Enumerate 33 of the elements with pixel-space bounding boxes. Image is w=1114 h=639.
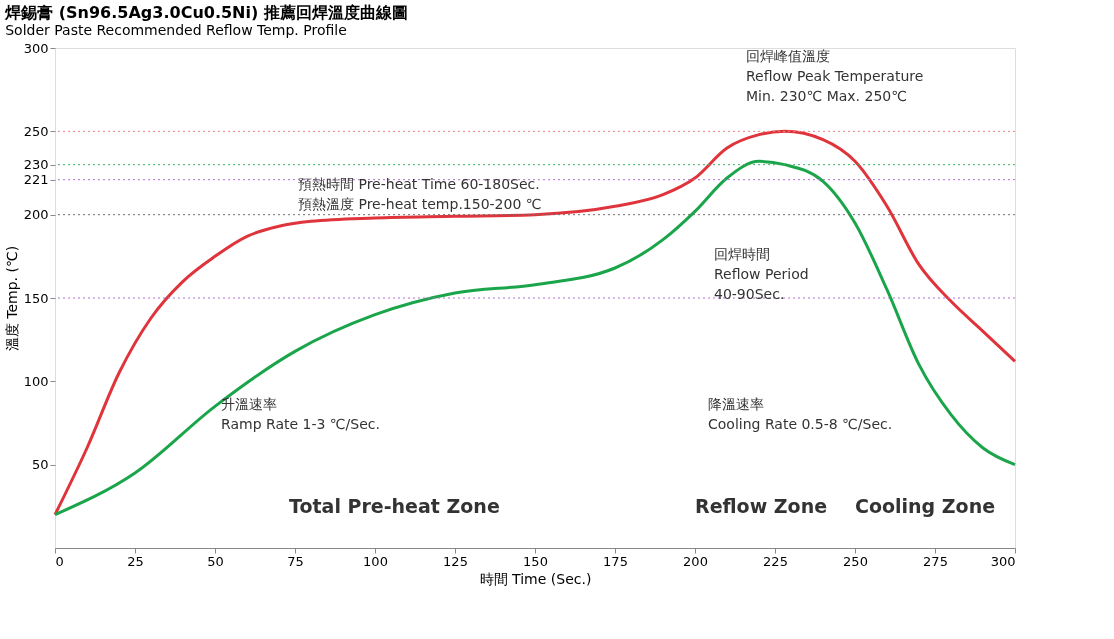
x-tick-label: 75 [287,553,304,569]
x-tick-label: 225 [763,553,788,569]
x-tick-label: 150 [523,553,548,569]
x-tick-label: 100 [363,553,388,569]
annotation: Cooling Zone [855,495,996,517]
annotation: 降溫速率 Cooling Rate 0.5-8 ℃/Sec. [708,396,893,432]
x-axis-title: 時間 Time (Sec.) [479,570,592,587]
y-tick-label: 50 [31,457,49,473]
y-tick-label: 230 [23,157,49,173]
chart-title: 焊錫膏 (Sn96.5Ag3.0Cu0.5Ni) 推薦回焊溫度曲線圖 [4,3,408,22]
x-tick-label: 125 [443,553,468,569]
y-tick-label: 150 [23,290,49,306]
y-axis-title: 溫度 Temp. (℃) [3,245,20,352]
x-tick-label: 175 [603,553,628,569]
y-tick-label: 250 [23,123,49,139]
y-tick-label: 221 [23,172,49,188]
annotation: 升溫速率 Ramp Rate 1-3 ℃/Sec. [221,396,380,432]
y-tick-label: 100 [23,373,49,389]
x-tick-label: 275 [923,553,948,569]
x-tick-label: 25 [127,553,144,569]
annotation: Reflow Zone [695,495,828,517]
chart-subtitle: Solder Paste Recommended Reflow Temp. Profile [5,22,347,38]
x-tick-label: 200 [683,553,708,569]
annotation: Total Pre-heat Zone [289,495,500,517]
annotation: 回焊峰值溫度 Reflow Peak Temperature Min. 230℃ Max. 250℃ [746,48,924,104]
x-tick-label: 300 [990,553,1016,569]
y-tick-label: 300 [23,40,49,56]
annotation: 預熱時間 Pre-heat Time 60-180Sec. 預熱溫度 Pre-heat temp.150-200 ℃ [298,176,542,212]
x-tick-label: 250 [843,553,868,569]
x-tick-label: 50 [207,553,224,569]
y-tick-label: 200 [23,207,49,223]
x-tick-label: 0 [55,553,64,569]
annotation: 回焊時間 Reflow Period 40-90Sec. [714,246,809,302]
